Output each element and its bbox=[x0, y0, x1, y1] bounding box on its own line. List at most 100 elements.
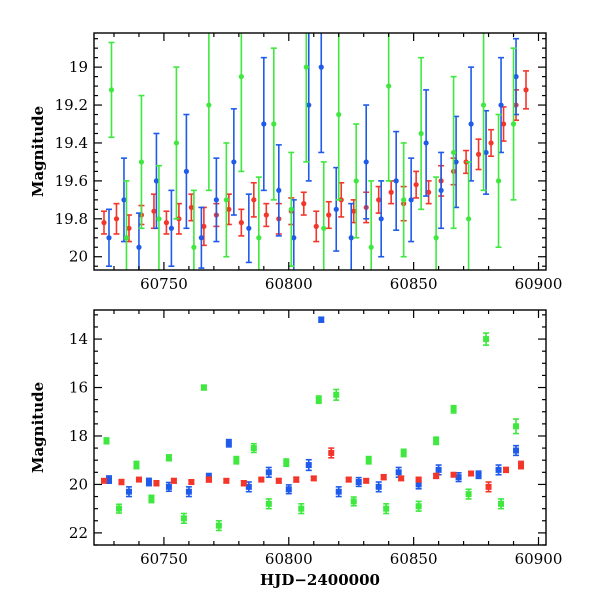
data-point bbox=[173, 140, 180, 146]
plot-frame bbox=[93, 32, 547, 271]
data-point bbox=[198, 235, 204, 241]
y-axis: 19 19.2 19.4 19.6 19.8 20 bbox=[55, 38, 546, 267]
data-point bbox=[251, 197, 257, 203]
data-point bbox=[335, 488, 342, 495]
data-point bbox=[498, 500, 505, 507]
data-point bbox=[510, 121, 517, 127]
x-axis-label: HJD−2400000 bbox=[260, 571, 380, 589]
y-tick-label: 19.4 bbox=[55, 134, 88, 152]
data-point bbox=[145, 479, 152, 486]
data-point bbox=[301, 201, 307, 207]
data-point bbox=[365, 457, 372, 464]
data-point bbox=[226, 206, 232, 212]
data-point bbox=[415, 481, 422, 488]
data-point bbox=[305, 462, 312, 469]
data-point bbox=[503, 466, 510, 473]
bottom-panel: 60750 60800 60850 60900 14 16 18 20 22 Magnitude H… bbox=[29, 309, 562, 589]
data-point bbox=[355, 479, 362, 486]
data-point bbox=[383, 505, 390, 512]
data-point bbox=[291, 235, 297, 241]
data-point bbox=[318, 64, 324, 70]
data-point bbox=[288, 206, 294, 212]
data-point bbox=[435, 466, 442, 473]
data-point bbox=[121, 197, 127, 203]
data-point bbox=[168, 225, 175, 231]
data-point bbox=[376, 197, 382, 203]
series-2 bbox=[100, 447, 525, 493]
data-point bbox=[101, 220, 107, 226]
data-point bbox=[513, 74, 519, 80]
data-point bbox=[498, 102, 504, 108]
data-point bbox=[138, 159, 145, 165]
series-0 bbox=[100, 70, 530, 247]
data-point bbox=[336, 111, 342, 118]
data-point bbox=[495, 178, 502, 184]
data-point bbox=[153, 178, 160, 184]
x-tick-label: 60850 bbox=[390, 550, 438, 568]
data-point bbox=[223, 197, 229, 203]
data-point bbox=[245, 483, 252, 490]
y-tick-label: 20 bbox=[69, 248, 88, 266]
data-point bbox=[106, 235, 112, 241]
y-axis: 14 16 18 20 22 bbox=[69, 314, 546, 546]
data-point bbox=[283, 459, 290, 466]
data-point bbox=[415, 476, 422, 483]
data-point bbox=[148, 495, 155, 502]
data-point bbox=[250, 445, 257, 452]
data-point bbox=[375, 483, 382, 490]
data-point bbox=[388, 189, 394, 195]
data-point bbox=[183, 168, 189, 175]
data-point bbox=[453, 159, 459, 165]
data-point bbox=[151, 208, 157, 214]
data-point bbox=[398, 475, 405, 482]
data-point bbox=[133, 462, 140, 469]
data-point bbox=[180, 515, 187, 522]
data-point bbox=[246, 225, 252, 231]
data-point bbox=[468, 121, 474, 127]
x-axis: 60750 60800 60850 60900 bbox=[113, 33, 563, 293]
data-point bbox=[238, 74, 244, 80]
data-point bbox=[113, 216, 120, 222]
data-point bbox=[125, 488, 132, 495]
data-point bbox=[380, 474, 387, 481]
data-point bbox=[480, 102, 487, 108]
data-point bbox=[115, 505, 122, 512]
data-point bbox=[363, 159, 369, 165]
data-point bbox=[185, 488, 192, 495]
data-point bbox=[485, 483, 492, 490]
y-tick-label: 18 bbox=[69, 427, 88, 445]
x-tick-label: 60800 bbox=[265, 550, 313, 568]
data-point bbox=[326, 212, 332, 218]
data-point bbox=[438, 187, 444, 193]
data-point bbox=[465, 216, 472, 222]
data-point bbox=[500, 121, 507, 127]
data-point bbox=[276, 187, 282, 193]
data-point bbox=[433, 235, 439, 241]
data-point bbox=[213, 197, 219, 203]
data-point bbox=[418, 130, 424, 137]
data-point bbox=[345, 476, 352, 483]
data-point bbox=[163, 220, 170, 226]
data-point bbox=[233, 457, 240, 464]
data-point bbox=[123, 235, 130, 241]
data-point bbox=[433, 472, 440, 479]
data-point bbox=[426, 189, 432, 195]
data-point bbox=[400, 449, 407, 456]
data-point bbox=[523, 87, 529, 93]
data-point bbox=[495, 466, 502, 473]
x-tick-label: 60750 bbox=[140, 275, 188, 293]
data-point bbox=[363, 477, 370, 484]
data-point bbox=[353, 178, 359, 184]
data-point bbox=[378, 216, 384, 222]
data-point bbox=[105, 476, 112, 483]
data-point bbox=[315, 396, 322, 403]
y-tick-label: 19.8 bbox=[55, 210, 88, 228]
data-point bbox=[271, 121, 277, 127]
x-tick-label: 60900 bbox=[515, 275, 563, 293]
data-point bbox=[293, 476, 300, 483]
data-point bbox=[238, 220, 244, 226]
data-point bbox=[240, 480, 247, 487]
data-point bbox=[256, 235, 262, 241]
data-point bbox=[136, 244, 142, 250]
data-point bbox=[455, 474, 462, 481]
